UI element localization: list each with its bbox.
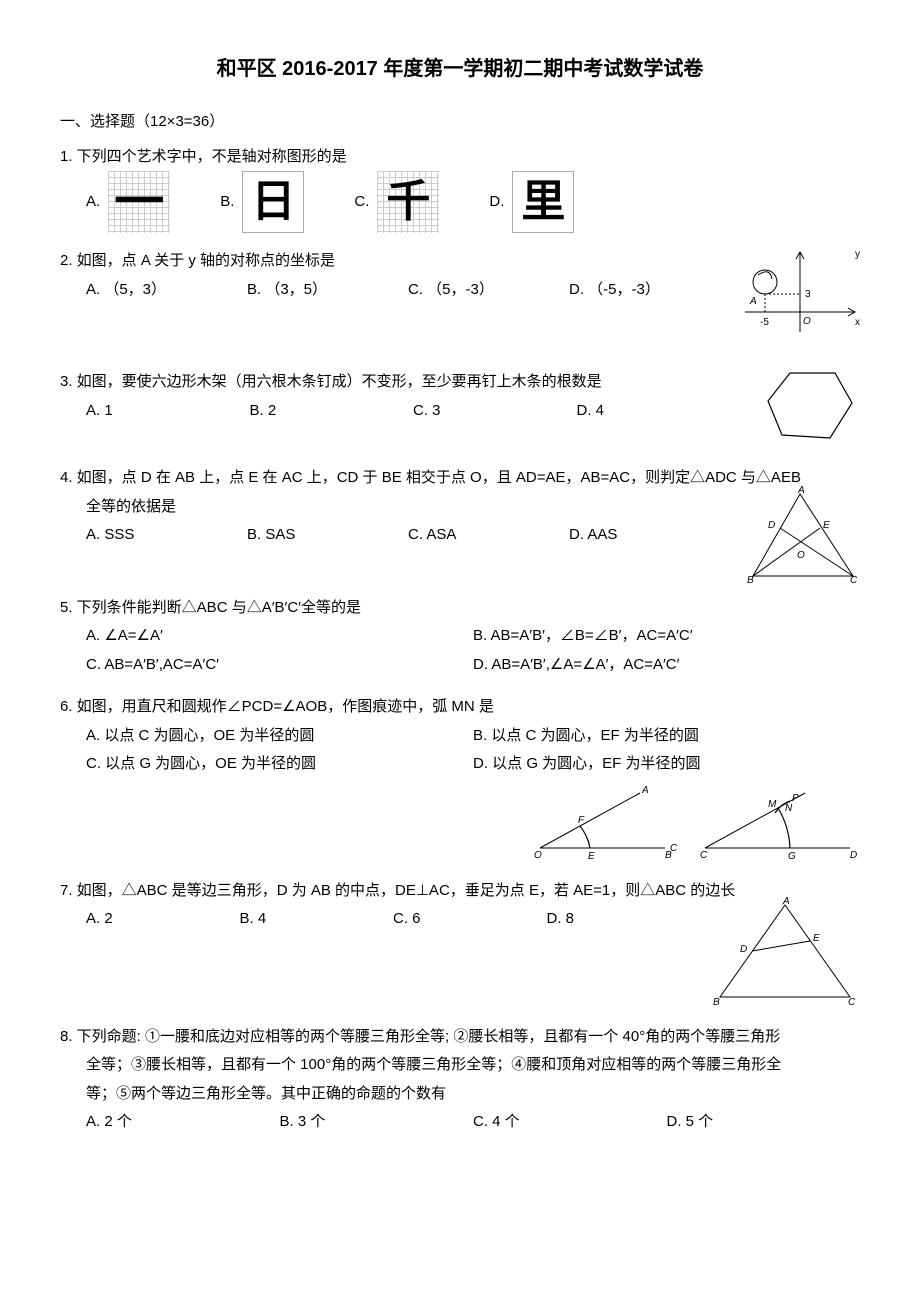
q7-option-d: D. 8 [547,905,701,934]
svg-text:C: C [848,997,856,1008]
q1-option-d: D. 里 [489,171,574,233]
q4-option-a: A. SSS [86,521,247,550]
label-y: y [855,249,860,260]
q4-stem2: 全等的依据是 [60,493,860,522]
q6-option-d: D. 以点 G 为圆心，EF 为半径的圆 [473,750,860,779]
svg-text:P: P [792,793,799,804]
q2-option-d: D. （-5，-3） [569,276,730,305]
label-n5: -5 [760,317,769,328]
char-box-b: 日 [242,171,304,233]
question-3: 3. 如图，要使六边形木架（用六根木条钉成）不变形，至少要再钉上木条的根数是 A… [60,368,860,450]
q4-figure: A B C D E O [745,486,860,597]
label-3: 3 [805,289,811,300]
svg-text:N: N [785,803,793,814]
svg-text:C: C [670,843,678,854]
q2-figure: y x O A -5 3 [740,247,860,358]
svg-text:M: M [768,799,777,810]
q1-option-c: C. 千 [354,171,439,233]
q3-option-c: C. 3 [413,397,577,426]
svg-text:D: D [768,520,775,531]
q8-stem2: 全等；③腰长相等，且都有一个 100°角的两个等腰三角形全等；④腰和顶角对应相等… [60,1051,860,1080]
q6-stem: 6. 如图，用直尺和圆规作∠PCD=∠AOB，作图痕迹中，弧 MN 是 [60,693,860,722]
question-1: 1. 下列四个艺术字中，不是轴对称图形的是 A. 一 B. 日 C. 千 D. … [60,143,860,234]
svg-text:D: D [740,944,747,955]
question-7: A B C D E 7. 如图，△ABC 是等边三角形，D 为 AB 的中点，D… [60,877,860,1009]
q7-figure: A B C D E [710,897,860,1023]
q8-option-d: D. 5 个 [667,1108,861,1137]
svg-text:O: O [534,850,542,861]
svg-text:A: A [797,486,805,496]
q5-stem: 5. 下列条件能判断△ABC 与△A′B′C′全等的是 [60,594,860,623]
q8-option-c: C. 4 个 [473,1108,667,1137]
char-box-a: 一 [108,171,170,233]
svg-text:F: F [578,815,585,826]
q3-option-b: B. 2 [250,397,414,426]
q3-figure [760,363,860,459]
q8-stem3: 等；⑤两个等边三角形全等。其中正确的命题的个数有 [60,1080,860,1109]
label-O: O [803,316,811,327]
q8-stem: 8. 下列命题: ①一腰和底边对应相等的两个等腰三角形全等; ②腰长相等，且都有… [60,1023,860,1052]
q2-option-a: A. （5，3） [86,276,247,305]
q4-option-d: D. AAS [569,521,730,550]
q8-option-b: B. 3 个 [280,1108,474,1137]
q5-option-a: A. ∠A=∠A′ [86,622,473,651]
svg-text:A: A [782,897,790,907]
svg-text:C: C [700,850,708,861]
svg-text:A: A [641,785,649,796]
q5-option-d: D. AB=A′B′,∠A=∠A′，AC=A′C′ [473,651,860,680]
q2-option-b: B. （3，5） [247,276,408,305]
q6-option-b: B. 以点 C 为圆心，EF 为半径的圆 [473,722,860,751]
svg-text:C: C [850,575,858,586]
question-4: A B C D E O 4. 如图，点 D 在 AB 上，点 E 在 AC 上，… [60,464,860,580]
svg-text:E: E [813,933,820,944]
q3-option-d: D. 4 [577,397,741,426]
q1-stem: 1. 下列四个艺术字中，不是轴对称图形的是 [60,143,860,172]
section-header: 一、选择题（12×3=36） [60,108,860,137]
svg-text:B: B [747,575,754,586]
svg-text:G: G [788,851,796,862]
q1-option-b: B. 日 [220,171,304,233]
question-2: y x O A -5 3 2. 如图，点 A 关于 y 轴的对称点的坐标是 A.… [60,247,860,354]
svg-text:O: O [797,550,805,561]
svg-text:D: D [850,850,857,861]
char-box-c: 千 [377,171,439,233]
q5-option-c: C. AB=A′B′,AC=A′C′ [86,651,473,680]
question-6: 6. 如图，用直尺和圆规作∠PCD=∠AOB，作图痕迹中，弧 MN 是 A. 以… [60,693,860,863]
q6-option-a: A. 以点 C 为圆心，OE 为半径的圆 [86,722,473,751]
q1-option-a: A. 一 [86,171,170,233]
label-A: A [749,296,757,307]
q3-stem: 3. 如图，要使六边形木架（用六根木条钉成）不变形，至少要再钉上木条的根数是 [60,368,860,397]
svg-text:E: E [823,520,830,531]
char-box-d: 里 [512,171,574,233]
q5-option-b: B. AB=A′B′，∠B=∠B′，AC=A′C′ [473,622,860,651]
question-8: 8. 下列命题: ①一腰和底边对应相等的两个等腰三角形全等; ②腰长相等，且都有… [60,1023,860,1137]
q3-option-a: A. 1 [86,397,250,426]
q4-stem: 4. 如图，点 D 在 AB 上，点 E 在 AC 上，CD 于 BE 相交于点… [60,464,860,493]
q4-option-b: B. SAS [247,521,408,550]
question-5: 5. 下列条件能判断△ABC 与△A′B′C′全等的是 A. ∠A=∠A′ B.… [60,594,860,680]
q6-option-c: C. 以点 G 为圆心，OE 为半径的圆 [86,750,473,779]
q2-option-c: C. （5，-3） [408,276,569,305]
page-title: 和平区 2016-2017 年度第一学期初二期中考试数学试卷 [60,50,860,88]
q7-option-a: A. 2 [86,905,240,934]
q7-option-c: C. 6 [393,905,547,934]
q6-figure-1: O A B E F C [520,783,680,863]
q6-figure-2: C D G P M N [690,783,860,863]
svg-text:E: E [588,851,595,862]
svg-text:B: B [713,997,720,1008]
q7-option-b: B. 4 [240,905,394,934]
q4-option-c: C. ASA [408,521,569,550]
q8-option-a: A. 2 个 [86,1108,280,1137]
q6-figures: O A B E F C C D G P M N [60,783,860,863]
label-x: x [855,317,860,328]
